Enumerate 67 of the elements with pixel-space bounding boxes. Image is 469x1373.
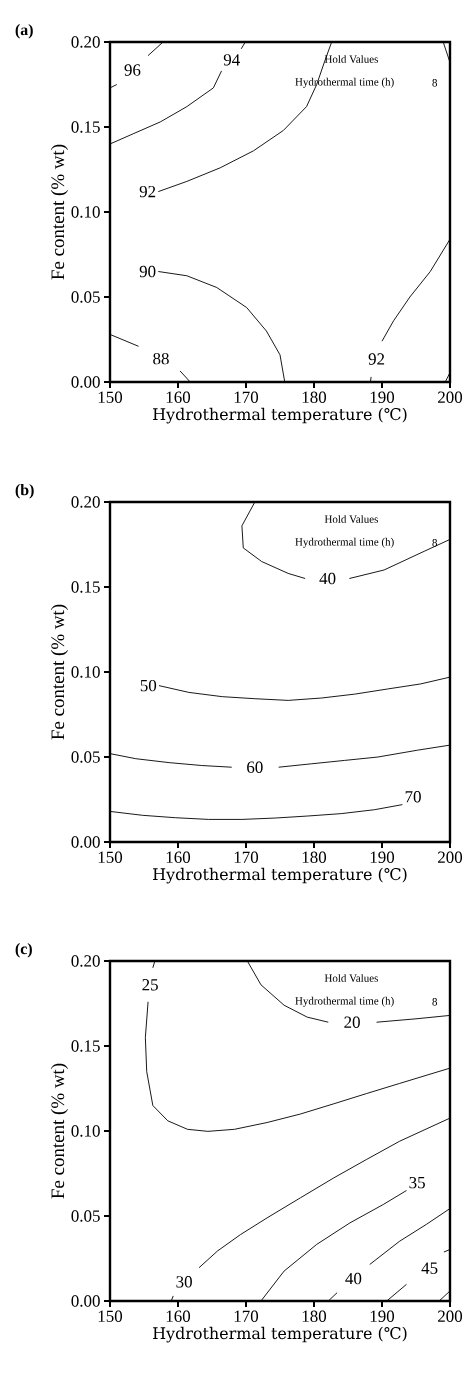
series-label: 94 bbox=[223, 54, 240, 66]
x-axis-title: Hydrothermal temperature (℃) bbox=[153, 1326, 407, 1343]
x-tick-label: 150 bbox=[98, 391, 123, 403]
x-tick-label: 190 bbox=[370, 391, 395, 403]
x-axis-title: Hydrothermal temperature (℃) bbox=[153, 407, 407, 424]
annotation: 8 bbox=[432, 79, 438, 87]
x-tick-label: 190 bbox=[370, 1310, 395, 1322]
series-label: 40 bbox=[319, 572, 336, 585]
series-label: 92 bbox=[139, 185, 156, 198]
y-tick-label: 0.10 bbox=[71, 666, 100, 678]
x-tick-label: 170 bbox=[234, 1310, 259, 1322]
annotation: 8 bbox=[432, 539, 438, 547]
y-tick-label: 0.15 bbox=[71, 121, 100, 133]
y-tick-label: 0.20 bbox=[71, 955, 100, 967]
x-tick-label: 200 bbox=[438, 851, 463, 863]
x-axis-title: Hydrothermal temperature (℃) bbox=[153, 867, 407, 884]
x-tick-label: 160 bbox=[166, 1310, 191, 1322]
annotation: 8 bbox=[432, 998, 438, 1006]
x-tick-label: 160 bbox=[166, 851, 191, 863]
y-axis-title: Fe content (% wt) bbox=[50, 1063, 68, 1199]
series-label: 88 bbox=[153, 352, 169, 365]
x-tick-label: 200 bbox=[438, 391, 463, 403]
chart-title: (b) bbox=[15, 484, 34, 499]
y-tick-label: 0.10 bbox=[71, 206, 100, 218]
annotation: Hydrothermal time (h) bbox=[295, 537, 394, 548]
series-label: 45 bbox=[421, 1262, 438, 1274]
annotation: Hydrothermal time (h) bbox=[295, 996, 394, 1007]
x-tick-label: 150 bbox=[98, 851, 123, 863]
y-tick-label: 0.20 bbox=[71, 36, 100, 48]
annotation: Hold Values bbox=[324, 55, 378, 63]
annotation: Hold Values bbox=[324, 515, 378, 523]
x-tick-label: 190 bbox=[370, 851, 395, 863]
chart-title: (a) bbox=[15, 24, 33, 39]
series-label: 25 bbox=[142, 979, 158, 991]
x-tick-label: 180 bbox=[302, 851, 327, 863]
x-tick-label: 200 bbox=[438, 1310, 463, 1322]
y-axis-title: Fe content (% wt) bbox=[50, 604, 68, 740]
x-tick-label: 180 bbox=[302, 391, 327, 403]
annotation: Hydrothermal time (h) bbox=[295, 77, 394, 88]
y-tick-label: 0.00 bbox=[71, 376, 100, 388]
y-axis-title: Fe content (% wt) bbox=[50, 144, 68, 280]
series-label: 35 bbox=[409, 1176, 425, 1189]
y-tick-label: 0.05 bbox=[71, 751, 100, 763]
series-label: 92 bbox=[368, 353, 385, 365]
y-tick-label: 0.15 bbox=[71, 581, 100, 593]
series-label: 70 bbox=[405, 790, 421, 803]
x-tick-label: 180 bbox=[302, 1310, 327, 1322]
series-label: 60 bbox=[247, 761, 263, 773]
series-label: 90 bbox=[139, 265, 156, 278]
y-tick-label: 0.15 bbox=[71, 1040, 100, 1052]
series-label: 20 bbox=[344, 1016, 360, 1028]
chart-title: (c) bbox=[15, 943, 32, 958]
x-tick-label: 150 bbox=[98, 1310, 123, 1322]
y-tick-label: 0.10 bbox=[71, 1125, 100, 1137]
y-tick-label: 0.05 bbox=[71, 1210, 100, 1222]
y-tick-label: 0.05 bbox=[71, 291, 100, 303]
x-tick-label: 170 bbox=[234, 851, 259, 863]
y-tick-label: 0.00 bbox=[71, 1295, 100, 1307]
annotation: Hold Values bbox=[324, 974, 378, 982]
series-label: 50 bbox=[140, 679, 157, 692]
x-tick-label: 170 bbox=[234, 391, 259, 403]
y-tick-label: 0.00 bbox=[71, 836, 100, 848]
series-label: 40 bbox=[345, 1272, 362, 1285]
x-tick-label: 160 bbox=[166, 391, 191, 403]
series-label: 96 bbox=[124, 64, 141, 76]
y-tick-label: 0.20 bbox=[71, 496, 100, 508]
series-label: 30 bbox=[176, 1276, 192, 1288]
